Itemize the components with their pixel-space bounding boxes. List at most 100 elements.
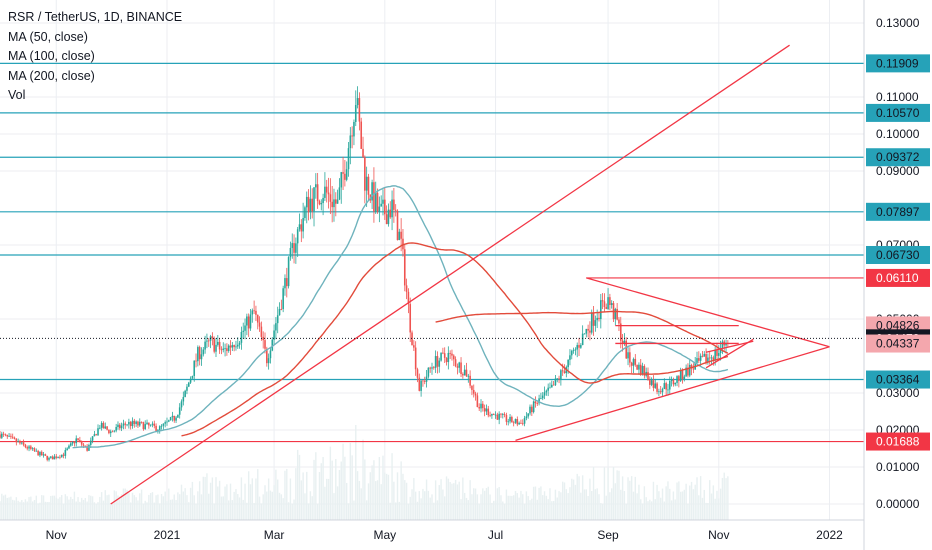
- candle-body: [696, 358, 698, 363]
- candle-body: [160, 425, 163, 427]
- candle: [396, 209, 399, 241]
- candle-body: [358, 98, 361, 122]
- candle-body: [4, 434, 7, 436]
- volume-bar: [21, 500, 23, 520]
- candle-body: [89, 440, 92, 445]
- volume-bar: [208, 493, 210, 520]
- chart-title[interactable]: RSR / TetherUS, 1D, BINANCE: [8, 10, 183, 24]
- candle-body: [391, 199, 393, 218]
- candle-body: [561, 370, 564, 372]
- candle: [663, 378, 666, 390]
- volume-bar: [271, 491, 273, 520]
- volume-bar: [128, 491, 130, 520]
- volume-bar: [471, 494, 473, 520]
- indicator-ma50[interactable]: MA (50, close): [8, 29, 88, 44]
- candle-body: [590, 313, 593, 333]
- volume-bar: [465, 497, 468, 520]
- candle: [276, 306, 279, 334]
- candle: [429, 366, 431, 373]
- candle-body: [512, 422, 515, 424]
- volume-bar: [282, 498, 284, 520]
- candle: [71, 441, 74, 446]
- candle-body: [649, 380, 651, 385]
- volume-bar: [124, 488, 126, 520]
- volume-bar: [180, 484, 183, 520]
- candle: [102, 421, 105, 429]
- volume-bar: [571, 478, 573, 520]
- volume-bar: [650, 501, 653, 520]
- candle-body: [440, 352, 442, 361]
- candle-body: [454, 359, 457, 367]
- volume-bar: [2, 495, 5, 520]
- candle: [525, 412, 528, 421]
- volume-bar: [356, 471, 359, 520]
- candle-body: [710, 357, 713, 359]
- candle: [509, 414, 511, 424]
- volume-bar: [482, 488, 484, 520]
- candle: [347, 141, 350, 177]
- candle: [89, 437, 92, 448]
- candle-body: [82, 444, 85, 446]
- candle: [719, 340, 722, 361]
- candle-body: [15, 438, 18, 443]
- candle: [175, 415, 177, 423]
- candle: [658, 388, 660, 397]
- volume-bar: [674, 499, 676, 520]
- volume-bar: [638, 484, 640, 520]
- candle: [0, 430, 1, 439]
- volume-bar: [113, 490, 116, 520]
- volume-bar: [614, 483, 617, 520]
- volume-bar: [260, 503, 263, 520]
- candle-body: [240, 331, 243, 343]
- candle: [683, 374, 686, 382]
- candle: [195, 353, 197, 368]
- candle: [204, 335, 206, 354]
- candle: [59, 454, 61, 460]
- volume-bar: [672, 491, 675, 520]
- indicator-ma100[interactable]: MA (100, close): [8, 49, 95, 63]
- indicator-ma200[interactable]: MA (200, close): [8, 68, 95, 83]
- volume-bar: [665, 486, 667, 520]
- trendlines: [110, 44, 830, 505]
- candle: [80, 440, 83, 447]
- volume-bar: [449, 481, 451, 520]
- candle: [95, 433, 98, 436]
- volume-bar: [242, 499, 244, 520]
- candle-body: [258, 322, 261, 327]
- volume-bar: [129, 502, 132, 520]
- candle-body: [685, 367, 687, 377]
- volume-bar: [719, 488, 722, 520]
- candle-body: [269, 350, 272, 359]
- volume-bar: [705, 502, 707, 520]
- volume-bar: [661, 488, 664, 520]
- candle: [309, 185, 312, 220]
- volume-bar: [30, 496, 32, 520]
- volume-bar: [703, 489, 705, 520]
- volume-bar: [545, 495, 548, 520]
- candle: [149, 424, 152, 427]
- volume-bar: [106, 495, 108, 520]
- candle-body: [560, 370, 562, 380]
- candle: [246, 313, 248, 336]
- volume-bar: [385, 473, 388, 520]
- candle: [160, 424, 163, 430]
- candle: [600, 293, 602, 329]
- candle-body: [336, 199, 339, 204]
- candle-body: [217, 341, 219, 345]
- candle-body: [267, 358, 270, 364]
- candle-body: [447, 352, 450, 363]
- candle-body: [262, 336, 264, 341]
- candle-body: [681, 370, 684, 379]
- candle: [411, 330, 413, 346]
- candle-body: [302, 218, 304, 232]
- candle-body: [580, 345, 582, 348]
- candle: [405, 278, 408, 300]
- volume-bar: [581, 475, 584, 520]
- volume-bar: [218, 480, 221, 520]
- candle: [146, 419, 148, 425]
- candle: [69, 441, 72, 447]
- indicator-volume[interactable]: Vol: [8, 88, 26, 102]
- volume-bar: [33, 500, 36, 520]
